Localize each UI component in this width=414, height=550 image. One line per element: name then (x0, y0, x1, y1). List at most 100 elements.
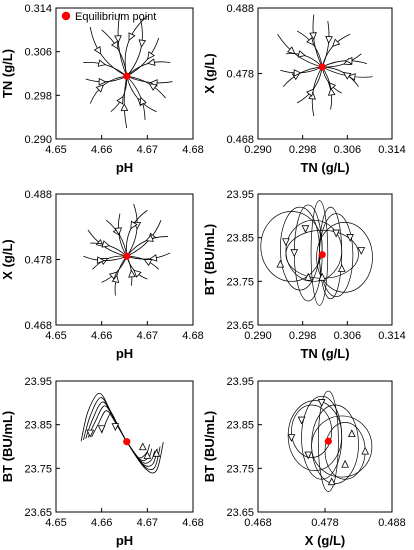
trajectory-arrow (128, 269, 136, 278)
equilibrium-point (123, 72, 131, 80)
x-axis-label: TN (g/L) (300, 346, 349, 361)
plot-area (83, 13, 173, 129)
trajectory-arrow (114, 35, 122, 44)
trajectory-line (126, 37, 160, 77)
trajectory-line (117, 13, 128, 77)
y-tick-label: 23.75 (226, 463, 254, 475)
y-axis-label: X (g/L) (202, 53, 217, 93)
trajectory-arrow (145, 234, 154, 242)
trajectory-line (126, 75, 146, 120)
trajectory-line (322, 53, 362, 68)
x-tick-label: 4.68 (182, 144, 203, 156)
y-tick-label: 0.468 (24, 320, 52, 332)
trajectory-arrow (344, 56, 353, 65)
equilibrium-point (324, 437, 332, 445)
trajectory-arrow (327, 87, 336, 96)
y-tick-label: 0.314 (24, 3, 52, 15)
trajectory-arrow (114, 227, 123, 236)
flow-arrow (282, 238, 290, 247)
trajectory-line (126, 236, 168, 257)
x-tick-label: 4.67 (137, 144, 158, 156)
trajectory-line (89, 27, 127, 77)
y-axis-label: BT (BU/mL) (202, 411, 217, 483)
trajectory-curve (91, 410, 153, 462)
y-tick-label: 0.290 (24, 134, 52, 146)
x-axis-label: pH (116, 533, 133, 548)
x-tick-label: 4.66 (91, 144, 112, 156)
trajectory-line (277, 33, 323, 68)
orbit-loop (311, 415, 373, 478)
x-tick-label: 4.68 (182, 517, 203, 529)
trajectory-arrow (147, 58, 156, 66)
x-tick-label: 0.306 (334, 330, 362, 342)
flow-arrow (361, 446, 370, 455)
orbit-loop (291, 404, 333, 458)
y-tick-label: 0.306 (24, 47, 52, 59)
flow-arrow (346, 234, 354, 242)
flow-arrow (97, 425, 106, 434)
flow-arrow (304, 272, 313, 281)
x-tick-label: 4.65 (45, 517, 66, 529)
trajectory-arrow (332, 38, 341, 47)
flow-arrow (301, 225, 310, 234)
trajectory-arrow (128, 32, 136, 41)
trajectory-line (125, 210, 148, 257)
x-tick-label: 4.66 (91, 517, 112, 529)
trajectory-line (118, 213, 128, 257)
trajectory-arrow (143, 259, 153, 267)
chart-tn-vs-ph: 4.65 4.66 4.67 4.68 0.290 0.298 0.306 0.314 pH TN… (0, 3, 204, 175)
x-tick-label: 4.67 (137, 517, 158, 529)
trajectory-arrow (139, 96, 147, 106)
flow-arrow (337, 264, 346, 272)
trajectory-line (89, 75, 127, 104)
y-tick-label: 0.478 (24, 255, 52, 267)
trajectory-line (101, 29, 128, 77)
x-tick-label: 0.314 (378, 144, 406, 156)
x-tick-label: 4.68 (182, 330, 203, 342)
y-tick-label: 0.478 (226, 69, 254, 81)
legend-marker (61, 11, 71, 21)
plot-area (277, 14, 373, 117)
x-axis-label: pH (116, 160, 133, 175)
trajectory-arrow (306, 37, 315, 46)
trajectory-line (83, 255, 127, 261)
trajectory-line (123, 76, 128, 129)
orbit-loop (316, 222, 373, 293)
flow-arrow (138, 442, 147, 451)
trajectory-line (322, 66, 359, 87)
trajectory-arrow (93, 46, 102, 55)
trajectory-arrow (116, 95, 124, 105)
trajectory-arrow (309, 32, 317, 41)
plot-area (287, 390, 373, 492)
trajectory-curve (101, 413, 150, 459)
orbit-loop (310, 200, 329, 306)
trajectory-arrow (297, 50, 307, 58)
trajectory-line (126, 61, 171, 77)
x-tick-label: 0.478 (311, 517, 339, 529)
y-axis-label: BT (BU/mL) (0, 411, 15, 483)
trajectory-arrow (149, 254, 158, 262)
flow-arrow (318, 272, 327, 281)
trajectory-line (321, 66, 333, 110)
orbit-loop (287, 400, 343, 471)
equilibrium-point (318, 251, 326, 259)
trajectory-arrow (293, 69, 302, 77)
trajectory-arrow (108, 271, 118, 280)
y-tick-label: 23.65 (24, 507, 52, 519)
equilibrium-point (123, 438, 131, 446)
plot-frame (55, 7, 194, 140)
y-tick-label: 23.95 (226, 376, 254, 388)
y-tick-label: 23.65 (226, 507, 254, 519)
x-axis-label: pH (116, 346, 133, 361)
x-tick-label: 0.298 (289, 144, 317, 156)
x-tick-label: 0.314 (378, 330, 406, 342)
chart-x-vs-tn: 0.290 0.298 0.306 0.314 0.468 0.478 0.488 TN (g… (202, 3, 406, 175)
chart-bt-vs-ph: 4.65 4.66 4.67 4.68 23.65 23.75 23.85 23.95 pH BT… (0, 376, 204, 548)
plot-area (80, 392, 164, 474)
legend-label: Equilibrium point (75, 11, 156, 23)
y-tick-label: 23.95 (24, 376, 52, 388)
trajectory-line (124, 15, 148, 77)
trajectory-line (126, 252, 171, 260)
trajectory-arrow (286, 46, 296, 55)
flow-arrow (317, 399, 326, 407)
